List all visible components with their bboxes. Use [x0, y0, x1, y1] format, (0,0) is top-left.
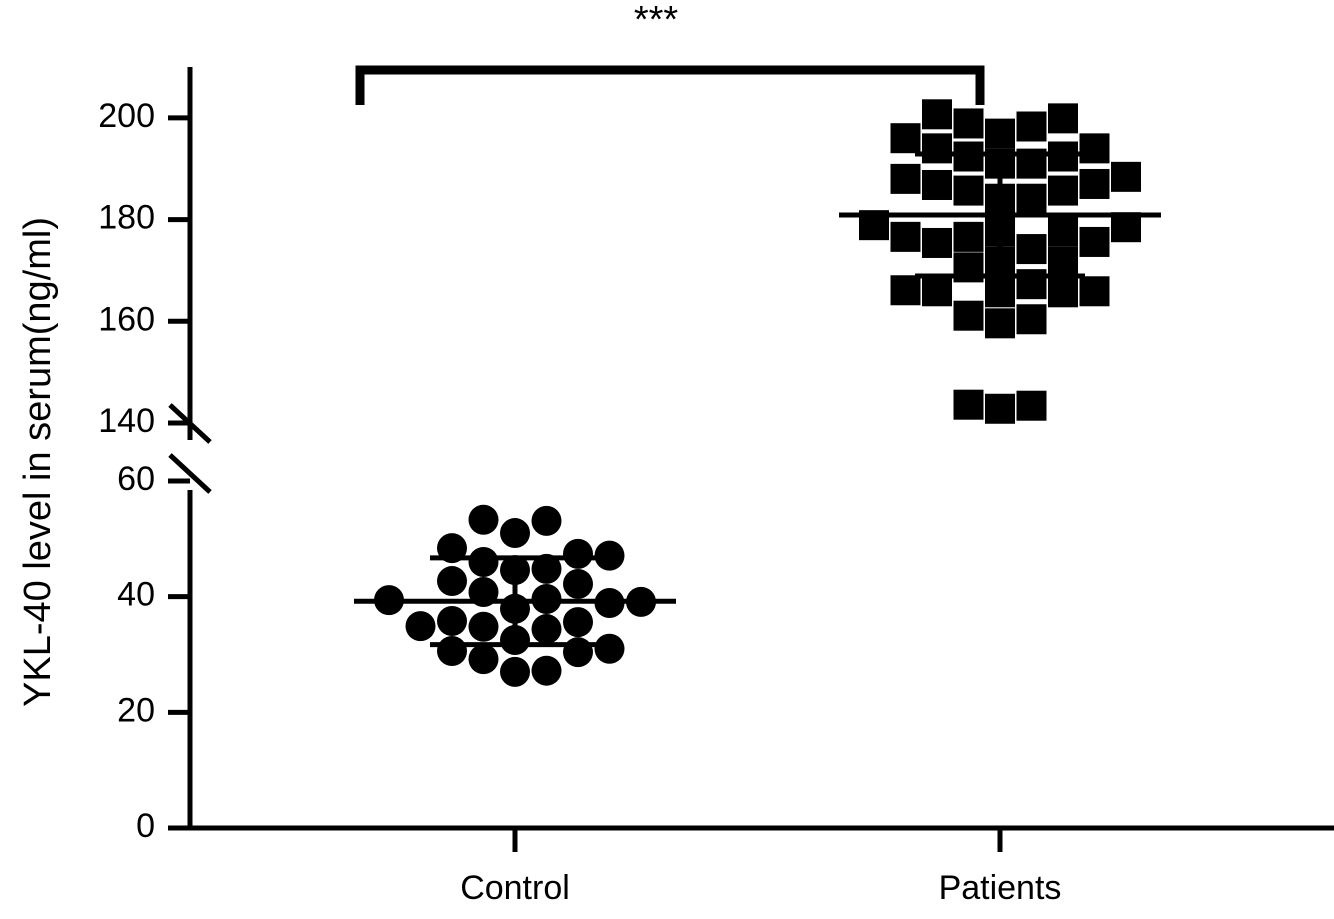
data-point	[468, 546, 499, 577]
data-point	[1079, 226, 1110, 257]
data-point	[985, 118, 1015, 149]
data-point	[1016, 390, 1047, 421]
data-point	[953, 300, 984, 331]
y-tick-label: 40	[117, 576, 155, 614]
data-point	[531, 655, 562, 686]
data-point	[437, 636, 467, 667]
data-point	[500, 656, 530, 687]
data-point	[1079, 168, 1110, 199]
data-point	[1048, 277, 1078, 308]
x-tick-label: Control	[460, 869, 570, 907]
y-tick-label: 20	[117, 691, 155, 729]
data-point	[922, 133, 952, 164]
data-point	[1016, 183, 1047, 214]
data-point	[985, 277, 1015, 308]
data-point	[953, 389, 984, 420]
data-point	[922, 276, 952, 307]
significance-bracket	[355, 65, 985, 105]
data-point	[890, 123, 921, 154]
data-point	[890, 163, 921, 194]
data-point	[563, 538, 593, 569]
data-point	[1016, 111, 1047, 142]
data-point	[953, 175, 984, 206]
y-tick-label: 160	[98, 300, 155, 338]
data-point	[922, 99, 952, 130]
data-point	[1016, 304, 1047, 335]
data-point	[1048, 141, 1078, 172]
data-point	[1111, 161, 1141, 192]
data-point	[531, 553, 562, 584]
data-point	[563, 568, 593, 599]
data-point	[890, 275, 921, 306]
data-point	[468, 504, 499, 535]
data-point	[985, 393, 1015, 424]
y-axis-label: YKL-40 level in serum(ng/ml)	[17, 217, 59, 707]
data-point	[953, 221, 984, 252]
data-point	[468, 611, 499, 642]
y-tick-label: 200	[98, 97, 155, 135]
x-tick-label: Patients	[939, 869, 1062, 907]
data-point	[1048, 246, 1078, 277]
data-point	[531, 614, 562, 645]
axis-break	[168, 453, 212, 494]
data-point	[953, 141, 984, 172]
y-tick-label: 60	[117, 460, 155, 498]
y-tick-label: 0	[136, 807, 155, 845]
data-point	[531, 505, 562, 536]
data-point	[1016, 234, 1047, 265]
y-tick-label: 180	[98, 199, 155, 237]
data-point	[1048, 175, 1078, 206]
significance-label: ***	[634, 0, 679, 41]
data-point	[922, 169, 952, 200]
data-point	[1048, 216, 1078, 247]
data-point	[1048, 103, 1078, 134]
data-point	[500, 518, 530, 549]
data-point	[437, 605, 467, 636]
data-point	[594, 633, 625, 664]
data-point	[953, 108, 984, 139]
data-point	[890, 221, 921, 252]
data-point	[985, 308, 1015, 339]
data-point	[1079, 133, 1110, 164]
data-point	[594, 540, 625, 571]
data-point	[437, 566, 467, 597]
data-point	[922, 227, 952, 258]
data-point	[405, 611, 436, 642]
data-point	[468, 644, 499, 675]
data-point	[563, 607, 593, 638]
data-point	[1079, 276, 1110, 307]
data-point	[563, 637, 593, 668]
y-tick-label: 140	[98, 402, 155, 440]
